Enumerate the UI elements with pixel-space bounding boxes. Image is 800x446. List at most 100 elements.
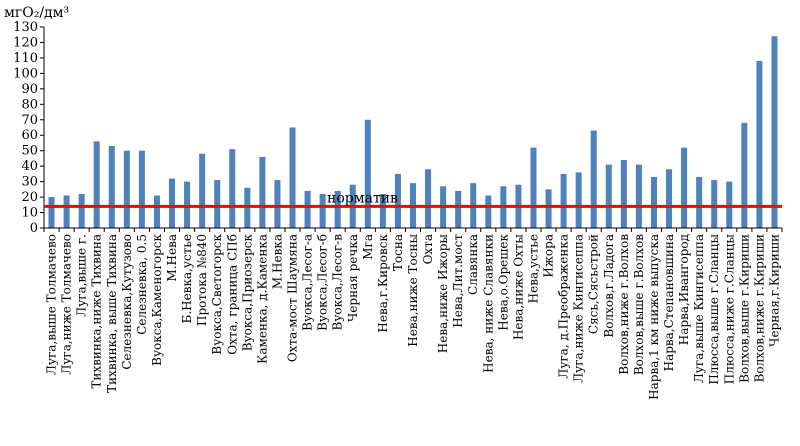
bar bbox=[650, 176, 657, 228]
category-label: Плюсса,выше г.Сланцы bbox=[707, 234, 721, 385]
bar bbox=[681, 147, 688, 228]
y-tick-label: 100 bbox=[13, 66, 38, 81]
category-label: Вуокса,Лесог-б bbox=[316, 234, 330, 331]
y-tick-label: 0 bbox=[30, 221, 38, 236]
bar bbox=[244, 187, 251, 228]
bar bbox=[169, 178, 176, 228]
category-label: Вуокса,Приозерск bbox=[240, 234, 254, 352]
category-label: Сясь,Сясьстрой bbox=[587, 234, 601, 334]
category-label: Волхов,выше г.Волхов bbox=[632, 234, 646, 375]
category-label: Охта, граница СПб bbox=[225, 234, 239, 355]
category-label: Нарва,1 км ниже выпуска bbox=[647, 234, 661, 400]
bar bbox=[63, 195, 70, 228]
bar bbox=[635, 164, 642, 228]
bar bbox=[605, 164, 612, 228]
category-label: Вуокса,Светогорск bbox=[210, 234, 224, 355]
bar bbox=[425, 169, 432, 228]
category-label: Нарва,Степановшина bbox=[662, 234, 676, 371]
category-label: Селезневка,Кутузово bbox=[120, 234, 134, 370]
category-label: Черная речка bbox=[346, 234, 360, 322]
category-label: Луга,выше Толмачево bbox=[45, 234, 59, 375]
category-label: Мга bbox=[361, 234, 375, 260]
bar bbox=[123, 150, 130, 228]
bar bbox=[771, 36, 778, 228]
category-label: Черная,г.Кириши bbox=[767, 234, 781, 347]
bar bbox=[545, 189, 552, 228]
category-label: Тосна bbox=[391, 234, 405, 271]
bar bbox=[153, 195, 160, 228]
y-tick-label: 120 bbox=[13, 35, 38, 50]
bar bbox=[289, 127, 296, 228]
bar bbox=[620, 159, 627, 228]
y-tick-label: 130 bbox=[13, 20, 38, 35]
bar bbox=[756, 61, 763, 228]
bar bbox=[229, 149, 236, 228]
category-label: Нева, ниже Славянки bbox=[481, 234, 495, 373]
bar bbox=[274, 180, 281, 228]
y-tick-label: 70 bbox=[21, 113, 38, 128]
category-label: Волхов,г.Ладога bbox=[602, 234, 616, 338]
category-label: Волхов,выше г.Кириши bbox=[737, 234, 751, 383]
bar bbox=[575, 172, 582, 228]
bar bbox=[214, 180, 221, 228]
bar bbox=[184, 181, 191, 228]
category-label: Охта-мост Шаумяна bbox=[286, 234, 300, 362]
bars-group bbox=[48, 36, 778, 228]
bar bbox=[379, 193, 386, 228]
y-tick-label: 10 bbox=[21, 206, 38, 221]
category-label: Тихвинка, выше Тихвина bbox=[105, 234, 119, 393]
bar bbox=[666, 169, 673, 228]
y-tick-label: 90 bbox=[21, 82, 38, 97]
category-label: Нарва,Ивангород bbox=[677, 234, 691, 345]
category-label: Нева,ниже Тосны bbox=[406, 234, 420, 347]
bar bbox=[364, 119, 371, 228]
category-label: Славянка bbox=[466, 234, 480, 295]
bar bbox=[259, 156, 266, 228]
category-label: Луга,выше г. bbox=[75, 234, 89, 317]
bar bbox=[304, 190, 311, 228]
bar bbox=[319, 193, 326, 228]
category-label: Нева,о.Орешек bbox=[496, 234, 510, 331]
category-label: Луга,ниже Толмачево bbox=[60, 234, 74, 375]
bar bbox=[78, 193, 85, 228]
bar bbox=[199, 153, 206, 228]
bar bbox=[741, 122, 748, 228]
bar bbox=[696, 176, 703, 228]
y-tick-label: 20 bbox=[21, 190, 38, 205]
y-tick-label: 80 bbox=[21, 97, 38, 112]
category-label: Вуокса,Лесог-а bbox=[301, 234, 315, 331]
category-label: Волхов,ниже г.Волхов bbox=[617, 234, 631, 375]
category-label: Плюсса,ниже г.Сланцы bbox=[722, 234, 736, 385]
category-label: Каменка, д.Каменка bbox=[255, 234, 269, 364]
bar bbox=[711, 180, 718, 228]
category-label: Нева,ниже Охты bbox=[511, 234, 525, 340]
category-label: Волхов,ниже г.Кириши bbox=[752, 234, 766, 382]
category-label: Б.Невка,устье bbox=[180, 234, 194, 323]
category-label: Охта bbox=[421, 234, 435, 264]
y-tick-label: 30 bbox=[21, 175, 38, 190]
y-tick-label: 50 bbox=[21, 144, 38, 159]
x-axis-ticks bbox=[43, 228, 783, 232]
category-label: Вуокса,Лесог-в bbox=[331, 234, 345, 331]
category-label: Вуокса,Каменогорск bbox=[150, 234, 164, 366]
category-label: Нева,Лит.мост bbox=[451, 234, 465, 328]
bar bbox=[108, 146, 115, 228]
bar bbox=[93, 141, 100, 228]
category-label: Протока №840 bbox=[195, 234, 209, 326]
bar bbox=[726, 181, 733, 228]
unit-label: мгO₂/дм³ bbox=[4, 5, 69, 21]
category-label: Тихвинка,ниже Тихвина bbox=[90, 234, 104, 389]
bar bbox=[394, 173, 401, 228]
category-labels: Луга,выше Толмачево Луга,ниже Толмачево Лу… bbox=[45, 234, 782, 400]
category-label: Селезневка, 0.5 bbox=[135, 234, 149, 335]
bar bbox=[455, 190, 462, 228]
category-label: Нева,ниже Ижоры bbox=[436, 234, 450, 354]
norm-label: норматив bbox=[327, 190, 398, 206]
bar bbox=[138, 150, 145, 228]
y-tick-label: 40 bbox=[21, 159, 38, 174]
category-label: М.Невка bbox=[270, 234, 284, 289]
category-label: Ижора bbox=[542, 234, 556, 278]
bar bbox=[48, 197, 55, 228]
